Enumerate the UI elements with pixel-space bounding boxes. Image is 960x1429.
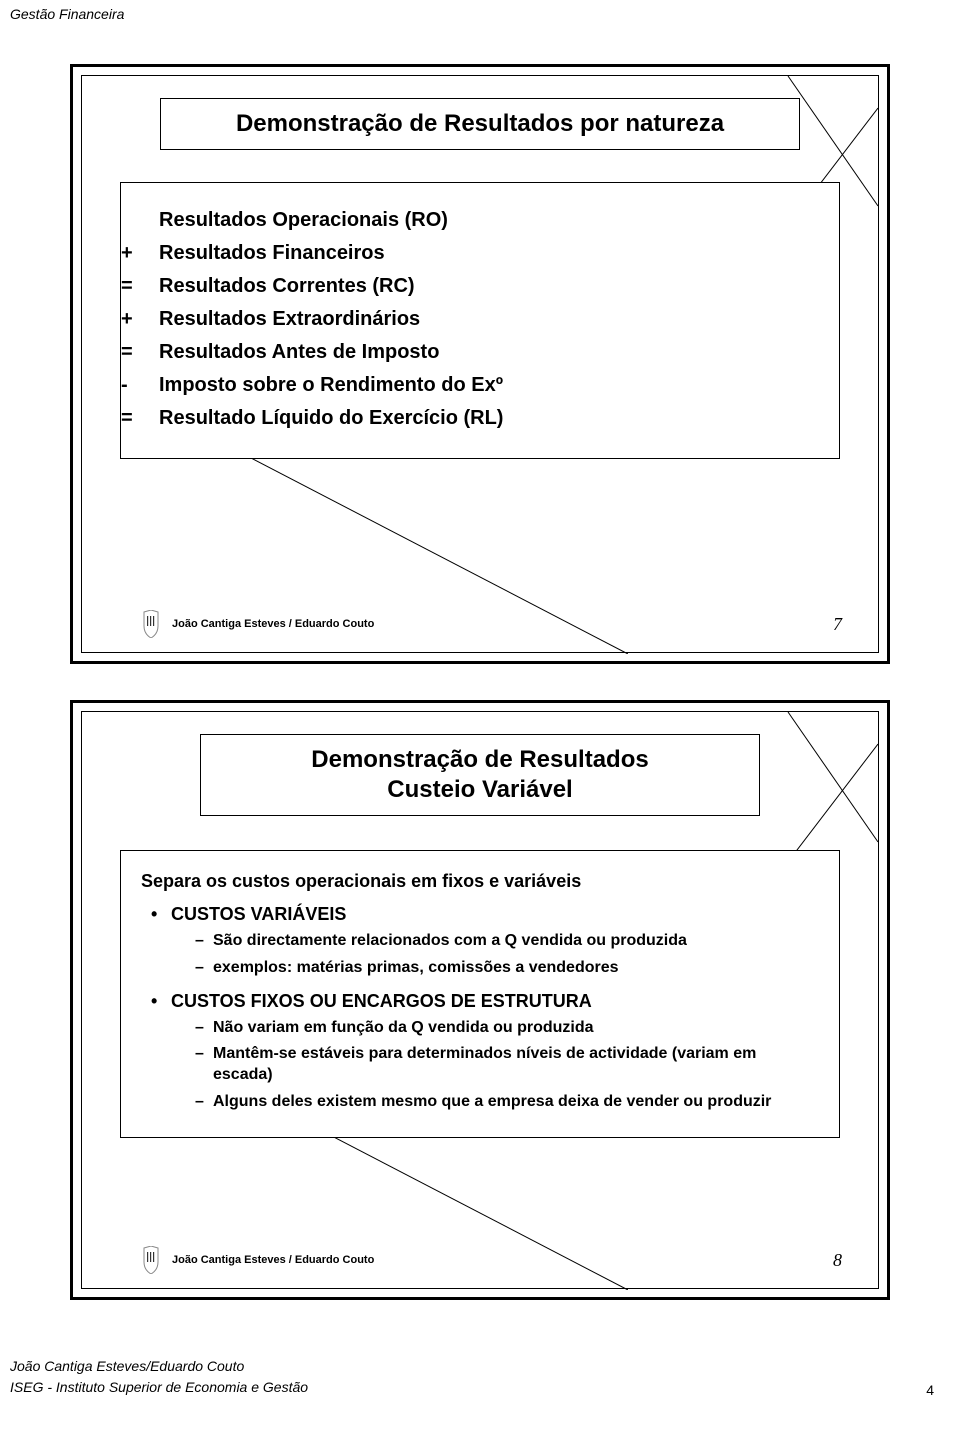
slide-inner: Demonstração de Resultados por natureza … [81, 75, 879, 653]
slide-8: Demonstração de Resultados Custeio Variá… [70, 700, 890, 1300]
footer-authors: João Cantiga Esteves/Eduardo Couto [10, 1356, 950, 1377]
operator: = [141, 341, 159, 364]
operator: + [141, 242, 159, 265]
section-heading: Separa os custos operacionais em fixos e… [141, 871, 819, 892]
sub-bullet: exemplos: matérias primas, comissões a v… [141, 958, 819, 979]
sub-bullet: Alguns deles existem mesmo que a empresa… [141, 1092, 819, 1113]
title-line: Custeio Variável [221, 775, 739, 805]
page-footer: João Cantiga Esteves/Eduardo Couto ISEG … [10, 1356, 950, 1398]
line-text: Resultados Operacionais (RO) [159, 209, 448, 231]
title-line: Demonstração de Resultados [221, 745, 739, 775]
line-text: Resultado Líquido do Exercício (RL) [159, 407, 503, 429]
page-number: 4 [926, 1382, 934, 1398]
line-text: Resultados Financeiros [159, 242, 385, 264]
operator: = [141, 407, 159, 430]
slide-number: 7 [833, 614, 842, 635]
bullet-custos-variaveis: CUSTOS VARIÁVEIS [141, 904, 819, 925]
slide-7: Demonstração de Resultados por natureza … [70, 64, 890, 664]
result-line: Resultados Operacionais (RO) [141, 209, 819, 232]
operator: - [141, 374, 159, 397]
footer-institution: ISEG - Instituto Superior de Economia e … [10, 1377, 950, 1398]
slide-content: Separa os custos operacionais em fixos e… [120, 850, 840, 1138]
result-line: +Resultados Extraordinários [141, 308, 819, 331]
line-text: Resultados Correntes (RC) [159, 275, 415, 297]
slide-inner: Demonstração de Resultados Custeio Variá… [81, 711, 879, 1289]
slide-title: Demonstração de Resultados por natureza [160, 98, 800, 150]
sub-bullet: São directamente relacionados com a Q ve… [141, 931, 819, 952]
slide-content: Resultados Operacionais (RO) +Resultados… [120, 182, 840, 459]
operator: + [141, 308, 159, 331]
result-line: =Resultado Líquido do Exercício (RL) [141, 407, 819, 430]
page-header: Gestão Financeira [0, 0, 960, 28]
line-text: Resultados Extraordinários [159, 308, 420, 330]
line-text: Resultados Antes de Imposto [159, 341, 439, 363]
iseg-logo-icon [142, 610, 160, 638]
slide-footer: João Cantiga Esteves / Eduardo Couto 8 [142, 1246, 848, 1274]
iseg-logo-icon [142, 1246, 160, 1274]
slide-number: 8 [833, 1250, 842, 1271]
result-line: +Resultados Financeiros [141, 242, 819, 265]
slide-credit: João Cantiga Esteves / Eduardo Couto [172, 618, 833, 630]
slide-credit: João Cantiga Esteves / Eduardo Couto [172, 1254, 833, 1266]
slide-title: Demonstração de Resultados Custeio Variá… [200, 734, 760, 816]
result-line: -Imposto sobre o Rendimento do Exº [141, 374, 819, 397]
line-text: Imposto sobre o Rendimento do Exº [159, 374, 503, 396]
sub-bullet: Mantêm-se estáveis para determinados nív… [141, 1044, 819, 1086]
result-line: =Resultados Antes de Imposto [141, 341, 819, 364]
operator: = [141, 275, 159, 298]
slide-footer: João Cantiga Esteves / Eduardo Couto 7 [142, 610, 848, 638]
result-line: =Resultados Correntes (RC) [141, 275, 819, 298]
bullet-custos-fixos: CUSTOS FIXOS OU ENCARGOS DE ESTRUTURA [141, 991, 819, 1012]
sub-bullet: Não variam em função da Q vendida ou pro… [141, 1018, 819, 1039]
